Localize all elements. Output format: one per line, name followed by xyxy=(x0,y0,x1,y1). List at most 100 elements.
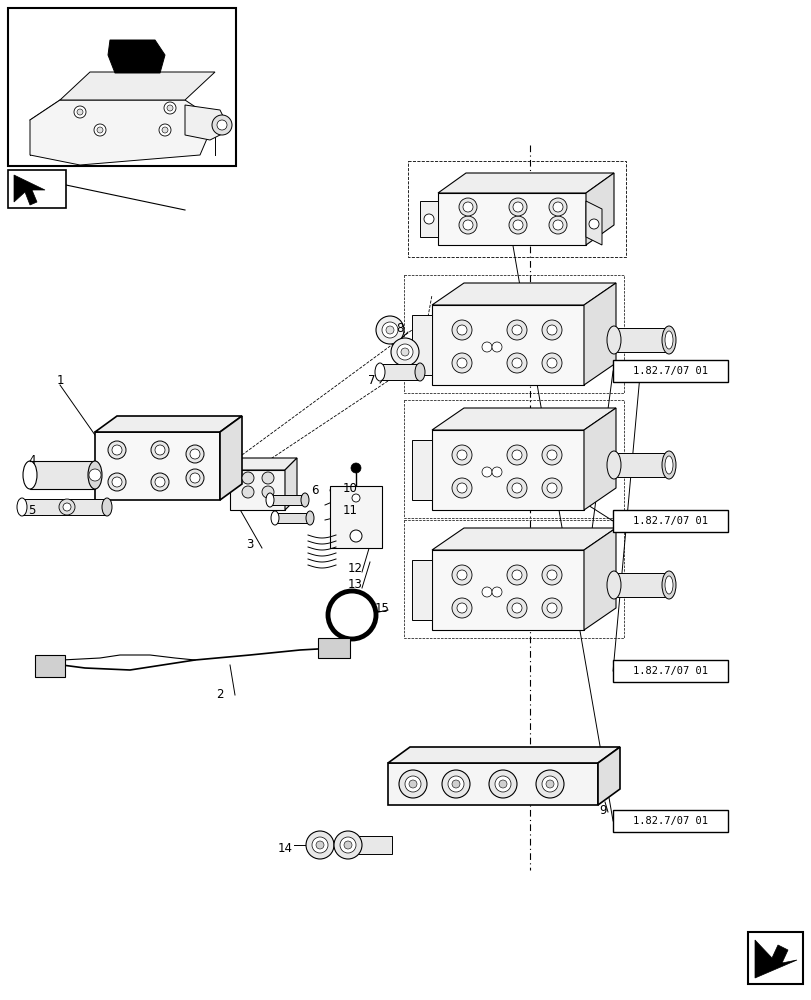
Bar xyxy=(404,275,623,393)
Circle shape xyxy=(186,445,204,463)
Circle shape xyxy=(190,449,200,459)
Text: 2: 2 xyxy=(216,688,224,702)
Text: 8: 8 xyxy=(396,322,403,334)
Circle shape xyxy=(495,776,510,792)
Polygon shape xyxy=(583,528,616,630)
Circle shape xyxy=(108,473,126,491)
Circle shape xyxy=(405,776,420,792)
Circle shape xyxy=(315,841,324,849)
Circle shape xyxy=(506,445,526,465)
Circle shape xyxy=(423,214,433,224)
Bar xyxy=(612,510,727,532)
Circle shape xyxy=(385,326,393,334)
Circle shape xyxy=(457,450,466,460)
Circle shape xyxy=(452,565,471,585)
Ellipse shape xyxy=(23,461,37,489)
Bar xyxy=(404,520,623,638)
Circle shape xyxy=(548,216,566,234)
Circle shape xyxy=(381,322,397,338)
Circle shape xyxy=(506,565,526,585)
Bar xyxy=(350,836,392,854)
Polygon shape xyxy=(431,408,616,430)
Circle shape xyxy=(350,530,362,542)
Circle shape xyxy=(541,598,561,618)
Ellipse shape xyxy=(661,451,676,479)
Circle shape xyxy=(452,780,460,788)
Ellipse shape xyxy=(17,498,27,516)
Bar xyxy=(613,328,668,352)
Circle shape xyxy=(512,570,521,580)
Polygon shape xyxy=(30,100,215,165)
Circle shape xyxy=(547,325,556,335)
Text: 15: 15 xyxy=(374,601,389,614)
Circle shape xyxy=(482,467,491,477)
Ellipse shape xyxy=(102,498,112,516)
Ellipse shape xyxy=(375,363,384,381)
Circle shape xyxy=(452,445,471,465)
Bar xyxy=(275,513,310,523)
Circle shape xyxy=(506,478,526,498)
Text: 13: 13 xyxy=(347,578,362,591)
Circle shape xyxy=(506,353,526,373)
Circle shape xyxy=(482,587,491,597)
Polygon shape xyxy=(95,432,220,500)
Circle shape xyxy=(242,472,254,484)
Circle shape xyxy=(112,477,122,487)
Circle shape xyxy=(508,216,526,234)
Circle shape xyxy=(167,105,173,111)
Bar xyxy=(22,499,107,515)
Bar xyxy=(612,810,727,832)
Circle shape xyxy=(512,483,521,493)
Circle shape xyxy=(457,603,466,613)
Circle shape xyxy=(74,106,86,118)
Polygon shape xyxy=(388,747,620,763)
Circle shape xyxy=(151,441,169,459)
Text: 3: 3 xyxy=(246,538,253,552)
Circle shape xyxy=(306,831,333,859)
Polygon shape xyxy=(597,747,620,805)
Circle shape xyxy=(462,202,473,212)
Circle shape xyxy=(344,841,351,849)
Text: 12: 12 xyxy=(347,562,362,574)
Circle shape xyxy=(457,483,466,493)
Polygon shape xyxy=(583,408,616,510)
Circle shape xyxy=(541,478,561,498)
Circle shape xyxy=(545,780,553,788)
Polygon shape xyxy=(329,486,381,548)
Circle shape xyxy=(151,473,169,491)
Circle shape xyxy=(190,473,200,483)
Text: 5: 5 xyxy=(28,504,36,516)
Circle shape xyxy=(217,120,227,130)
Bar xyxy=(747,932,802,984)
Circle shape xyxy=(63,503,71,511)
Circle shape xyxy=(541,353,561,373)
Circle shape xyxy=(512,603,521,613)
Bar xyxy=(318,638,350,658)
Circle shape xyxy=(552,202,562,212)
Polygon shape xyxy=(230,470,285,510)
Text: 14: 14 xyxy=(277,842,292,854)
Polygon shape xyxy=(388,763,597,805)
Text: 7: 7 xyxy=(368,373,375,386)
Circle shape xyxy=(262,486,273,498)
Circle shape xyxy=(328,591,375,639)
Circle shape xyxy=(588,219,599,229)
Circle shape xyxy=(59,499,75,515)
Polygon shape xyxy=(437,193,586,245)
Text: 4: 4 xyxy=(28,454,36,466)
Circle shape xyxy=(547,603,556,613)
Circle shape xyxy=(541,776,557,792)
Polygon shape xyxy=(185,105,230,140)
Circle shape xyxy=(552,220,562,230)
Ellipse shape xyxy=(306,511,314,525)
Polygon shape xyxy=(60,72,215,100)
Bar xyxy=(612,660,727,682)
Text: 10: 10 xyxy=(342,482,357,494)
Circle shape xyxy=(541,445,561,465)
Circle shape xyxy=(242,486,254,498)
Circle shape xyxy=(94,124,106,136)
Circle shape xyxy=(548,198,566,216)
Ellipse shape xyxy=(271,511,279,525)
Circle shape xyxy=(159,124,171,136)
Circle shape xyxy=(491,467,501,477)
